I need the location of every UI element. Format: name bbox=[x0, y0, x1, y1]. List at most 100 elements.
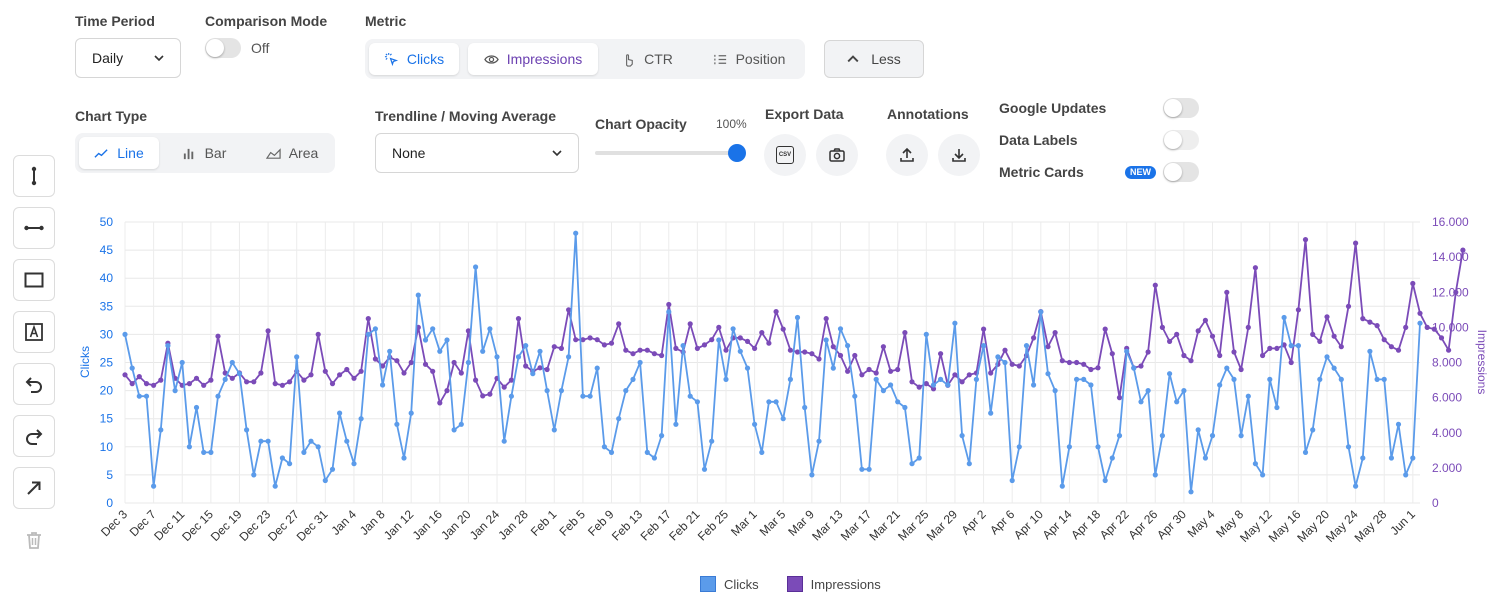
clicks-point bbox=[394, 421, 400, 427]
impressions-point bbox=[437, 400, 443, 406]
metric-clicks-button[interactable]: Clicks bbox=[369, 43, 459, 75]
legend-clicks-label[interactable]: Clicks bbox=[724, 576, 759, 592]
annotations-download-button[interactable] bbox=[938, 134, 980, 176]
clicks-point bbox=[1388, 455, 1394, 461]
opacity-value: 100% bbox=[716, 117, 747, 131]
opacity-slider-thumb[interactable] bbox=[728, 144, 746, 162]
trendline-select[interactable]: None bbox=[375, 133, 579, 173]
clicks-point bbox=[1367, 348, 1373, 354]
clicks-point bbox=[1403, 472, 1409, 478]
legend-impressions-label[interactable]: Impressions bbox=[810, 576, 881, 592]
x-tick-label: Jan 4 bbox=[328, 507, 359, 538]
clicks-point bbox=[444, 337, 450, 343]
time-period-select[interactable]: Daily bbox=[75, 38, 181, 78]
impressions-point bbox=[1252, 265, 1258, 271]
metric-impressions-button[interactable]: Impressions bbox=[468, 43, 598, 75]
less-button[interactable]: Less bbox=[824, 40, 924, 78]
impressions-point bbox=[508, 377, 514, 383]
clicks-point bbox=[1202, 455, 1208, 461]
time-period-label: Time Period bbox=[75, 13, 155, 29]
x-tick-label: Apr 18 bbox=[1068, 507, 1103, 542]
impressions-point bbox=[966, 372, 972, 378]
impressions-point bbox=[193, 375, 200, 381]
trendline-value: None bbox=[392, 145, 426, 161]
text-box-tool[interactable] bbox=[13, 311, 55, 353]
clicks-point bbox=[1217, 382, 1223, 388]
clicks-point bbox=[501, 438, 507, 444]
horizontal-line-tool[interactable] bbox=[13, 207, 55, 249]
impressions-point bbox=[888, 368, 894, 374]
impressions-point bbox=[1453, 289, 1459, 295]
delete-tool[interactable] bbox=[13, 519, 55, 561]
y-left-tick-label: 20 bbox=[100, 384, 114, 398]
legend-clicks-swatch[interactable] bbox=[700, 576, 716, 592]
metric-ctr-button[interactable]: CTR bbox=[607, 43, 687, 75]
export-csv-button[interactable]: CSV bbox=[764, 134, 806, 176]
clicks-point bbox=[737, 348, 743, 354]
chart-type-bar-button[interactable]: Bar bbox=[167, 137, 241, 169]
metric-position-button[interactable]: Position bbox=[697, 43, 801, 75]
clicks-point bbox=[880, 388, 887, 394]
impressions-point bbox=[272, 381, 278, 387]
annotations-upload-button[interactable] bbox=[886, 134, 928, 176]
clicks-point bbox=[186, 444, 192, 450]
impressions-point bbox=[501, 384, 507, 390]
impressions-point bbox=[1381, 337, 1387, 343]
impressions-point bbox=[1338, 344, 1344, 350]
csv-file-icon: CSV bbox=[776, 146, 794, 164]
y-left-tick-label: 35 bbox=[100, 299, 114, 313]
impressions-point bbox=[351, 375, 357, 381]
clicks-point bbox=[430, 326, 436, 332]
clicks-point bbox=[816, 438, 822, 444]
clicks-point bbox=[1181, 388, 1187, 394]
export-image-button[interactable] bbox=[816, 134, 858, 176]
impressions-point bbox=[816, 356, 822, 362]
impressions-point bbox=[1209, 333, 1216, 339]
vertical-line-tool[interactable] bbox=[13, 155, 55, 197]
metric-cards-toggle[interactable] bbox=[1163, 162, 1199, 182]
chart-type-line-button[interactable]: Line bbox=[79, 137, 159, 169]
impressions-point bbox=[1052, 330, 1058, 336]
clicks-point bbox=[1102, 477, 1108, 484]
rectangle-tool[interactable] bbox=[13, 259, 55, 301]
clicks-point bbox=[888, 382, 894, 388]
opacity-slider-track[interactable] bbox=[595, 151, 737, 155]
clicks-point bbox=[709, 438, 715, 444]
chevron-down-icon bbox=[552, 150, 562, 157]
chart-type-area-button[interactable]: Area bbox=[253, 137, 331, 169]
clicks-point bbox=[315, 444, 321, 450]
x-tick-label: Jun 1 bbox=[1387, 507, 1418, 538]
clicks-series bbox=[122, 230, 1423, 495]
chevron-down-icon bbox=[154, 55, 164, 62]
data-labels-toggle[interactable] bbox=[1163, 130, 1199, 150]
eye-icon bbox=[483, 54, 499, 64]
impressions-point bbox=[630, 351, 636, 357]
impressions-point bbox=[1431, 326, 1437, 332]
redo-tool[interactable] bbox=[13, 415, 55, 457]
impressions-point bbox=[866, 366, 872, 373]
impressions-point bbox=[573, 337, 579, 343]
impressions-point bbox=[580, 337, 586, 343]
impressions-point bbox=[344, 366, 350, 373]
chart-type-area-label: Area bbox=[288, 145, 319, 161]
comparison-mode-toggle[interactable] bbox=[205, 38, 241, 58]
clicks-point bbox=[938, 376, 944, 382]
google-updates-label: Google Updates bbox=[999, 100, 1107, 116]
undo-tool[interactable] bbox=[13, 363, 55, 405]
clicks-point bbox=[1145, 388, 1151, 394]
impressions-point bbox=[673, 345, 679, 351]
impressions-point bbox=[480, 393, 486, 399]
clicks-point bbox=[151, 483, 157, 489]
google-updates-toggle[interactable] bbox=[1163, 98, 1199, 118]
clicks-point bbox=[344, 438, 350, 444]
y-right-tick-label: 8.000 bbox=[1432, 356, 1462, 370]
chart-grid bbox=[124, 221, 1420, 504]
arrow-tool[interactable] bbox=[13, 467, 55, 509]
clicks-point bbox=[551, 427, 557, 433]
clicks-point bbox=[1338, 376, 1344, 382]
legend-impressions-swatch[interactable] bbox=[786, 576, 803, 592]
clicks-point bbox=[1360, 455, 1366, 461]
impressions-point bbox=[1367, 319, 1373, 325]
clicks-point bbox=[659, 433, 665, 439]
